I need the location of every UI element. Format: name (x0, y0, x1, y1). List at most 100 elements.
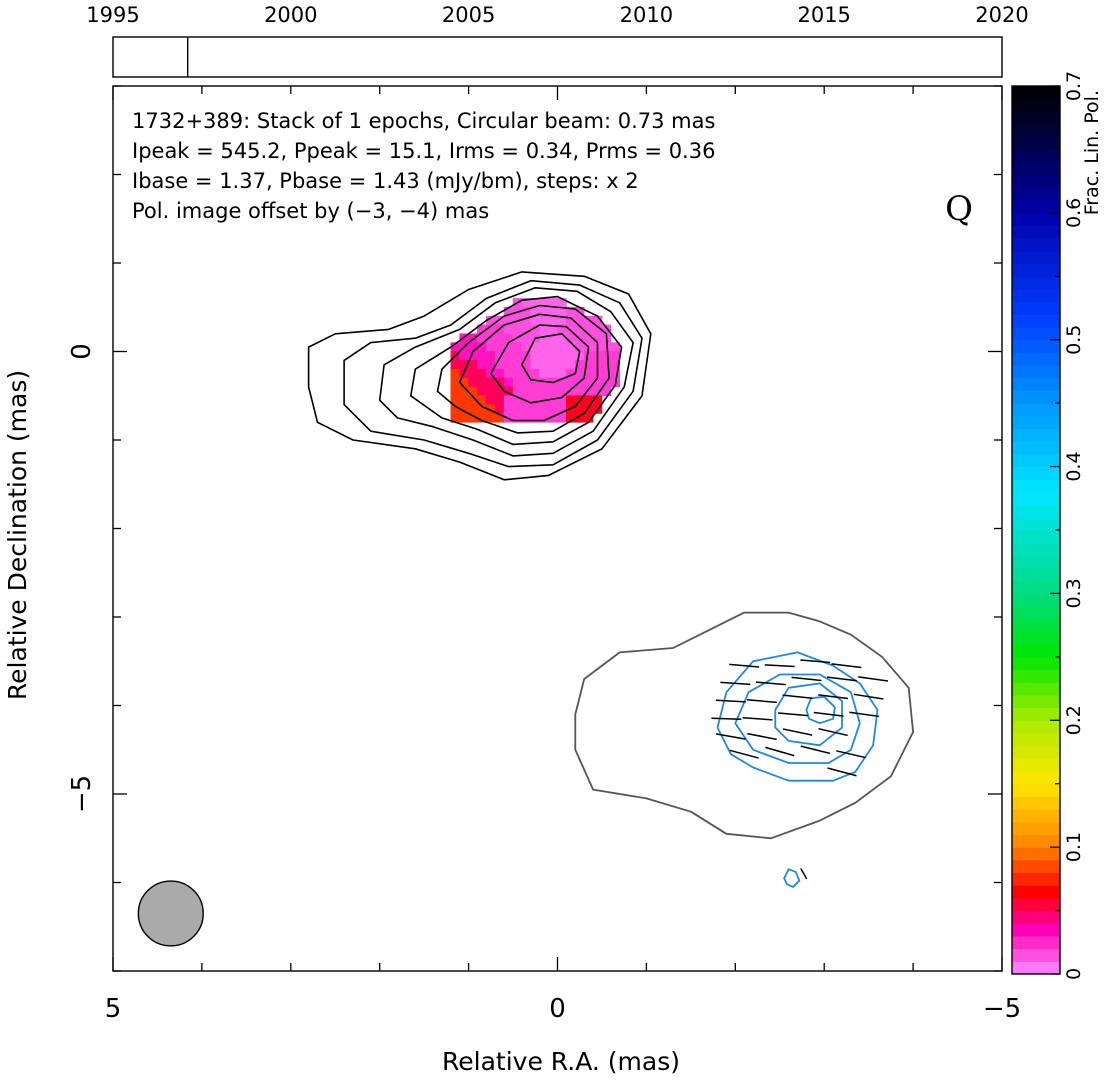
fpol-pixel (557, 360, 567, 370)
fpol-pixel (574, 342, 585, 352)
fpol-pixel (450, 395, 461, 405)
fpol-pixel (601, 324, 612, 335)
fpol-pixel (548, 386, 558, 397)
colorbar-band (1012, 669, 1060, 683)
fpol-pixel (539, 298, 549, 308)
fpol-pixel (583, 324, 594, 335)
stokes-i-contour (521, 332, 581, 384)
colorbar-tick-label: 0.2 (1063, 705, 1085, 735)
offset-stokes-i-contour-line (574, 611, 914, 840)
fpol-pixel (548, 368, 558, 379)
axis-tick-labels: 5 0 −5 0 −5 (67, 343, 1021, 1024)
fpol-pixel (477, 368, 487, 379)
evpa-vector (791, 676, 822, 682)
colorbar-band (1012, 809, 1060, 823)
fpol-pixel (557, 324, 567, 335)
evpa-vector (755, 681, 786, 686)
fpol-pixel (450, 413, 461, 423)
fpol-pixel (583, 351, 594, 361)
fpol-pixel (512, 368, 523, 379)
colorbar-band (1012, 631, 1060, 645)
offset-note: Pol. image offset by (−3, −4) mas (132, 199, 489, 223)
fpol-pixel (557, 306, 567, 317)
colorbar-band (1012, 377, 1060, 391)
fpol-pixel (592, 377, 603, 388)
colorbar-band (1012, 479, 1060, 493)
fpol-pixel (557, 368, 567, 379)
fpol-pixel (530, 324, 541, 335)
fpol-pixel (512, 342, 523, 352)
colorbar-band (1012, 225, 1060, 239)
timeline-year-label: 2005 (442, 3, 495, 27)
fpol-pixel (583, 386, 594, 397)
fpol-pixel (548, 315, 558, 326)
fpol-pixel (557, 342, 567, 352)
info-line-1: 1732+389: Stack of 1 epochs, Circular be… (132, 109, 715, 133)
fpol-pixel (530, 404, 541, 414)
colorbar-band (1012, 415, 1060, 430)
evpa-vector (715, 699, 746, 703)
colorbar-band (1012, 98, 1060, 112)
fpol-pixel (450, 404, 461, 414)
fpol-pixel (503, 342, 514, 352)
colorbar-gradient (1012, 86, 1060, 975)
fpol-pixel (486, 413, 496, 423)
fpol-pixel (494, 351, 505, 361)
fpol-pixel (494, 342, 505, 352)
fpol-pixel (539, 404, 549, 414)
y-axis-label: Relative Declination (mas) (3, 370, 32, 700)
evpa-vector (827, 767, 857, 777)
x-tick-label: 0 (549, 994, 566, 1024)
fpol-pixel (574, 315, 585, 326)
fpol-pixel (557, 404, 567, 414)
fpol-pixel (530, 386, 541, 397)
fpol-pixel (566, 395, 576, 405)
fpol-pixel (548, 306, 558, 317)
evpa-vector (765, 746, 795, 757)
fpol-pixel (557, 315, 567, 326)
fpol-pixel (503, 360, 514, 370)
colorbar-band (1012, 771, 1060, 785)
stokes-i-contours (307, 271, 652, 481)
fpol-pixel (548, 360, 558, 370)
fpol-pixel (521, 324, 532, 335)
fpol-pixel (503, 306, 514, 317)
fpol-pixel (557, 413, 567, 423)
colorbar-band (1012, 707, 1060, 721)
fpol-pixel (450, 342, 461, 352)
colorbar-band (1012, 568, 1060, 582)
evpa-vector (782, 728, 813, 736)
colorbar-band (1012, 618, 1060, 632)
fpol-pixel (557, 377, 567, 388)
evpa-vector (813, 711, 844, 717)
fpol-pixel (539, 368, 549, 379)
fpol-pixel (486, 395, 496, 405)
polarized-intensity-contours (716, 651, 879, 888)
colorbar-band (1012, 288, 1060, 303)
colorbar-band (1012, 276, 1060, 290)
colorbar-tick-label: 0.6 (1063, 198, 1085, 228)
fpol-pixel (601, 386, 612, 397)
pol-contour (734, 673, 861, 764)
fpol-pixel (574, 413, 585, 423)
colorbar-band (1012, 250, 1060, 265)
colorbar-band (1012, 872, 1060, 886)
fpol-pixel (548, 404, 558, 414)
fpol-pixel (468, 333, 478, 343)
fpol-pixel (459, 395, 469, 405)
fpol-pixel (566, 360, 576, 370)
fpol-pixel (486, 351, 496, 361)
fpol-pixel (530, 351, 541, 361)
fpol-pixel (450, 377, 461, 388)
fpol-pixel (574, 386, 585, 397)
evpa-vector (818, 694, 849, 700)
fpol-pixel (450, 368, 461, 379)
colorbar-band (1012, 694, 1060, 709)
colorbar-band (1012, 187, 1060, 201)
fpol-pixel (494, 360, 505, 370)
pol-contour (774, 682, 843, 747)
colorbar-band (1012, 859, 1060, 874)
fpol-pixel (512, 395, 523, 405)
colorbar-band (1012, 935, 1060, 950)
plot-area: 5 0 −5 0 −5 1732+389: Stack of 1 epochs, Cir… (3, 85, 1021, 1076)
